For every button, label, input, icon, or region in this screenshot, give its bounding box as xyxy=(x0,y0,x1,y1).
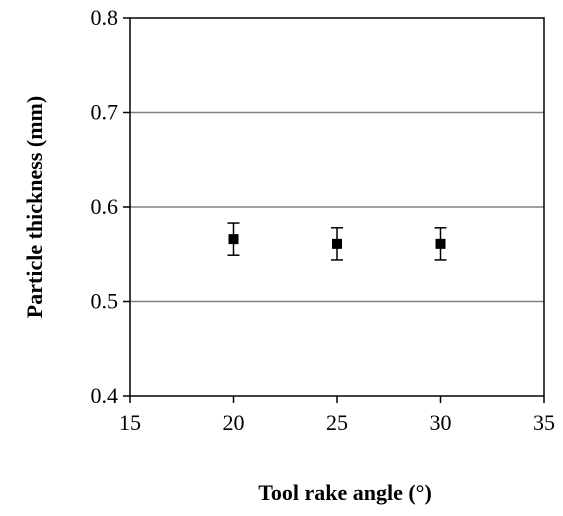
x-tick-label: 15 xyxy=(119,410,141,435)
grid-lines xyxy=(130,111,544,303)
x-tick-label: 30 xyxy=(430,410,452,435)
x-tick-label: 20 xyxy=(223,410,245,435)
y-tick-label: 0.4 xyxy=(91,383,119,408)
y-tick-label: 0.8 xyxy=(91,5,119,30)
y-axis: 0.4 0.5 0.6 0.7 0.8 xyxy=(91,5,130,408)
y-tick-label: 0.6 xyxy=(91,194,119,219)
data-point-marker xyxy=(228,234,239,245)
data-point-marker xyxy=(332,238,342,249)
x-tick-label: 25 xyxy=(326,410,348,435)
y-tick-label: 0.7 xyxy=(91,100,119,125)
y-axis-title: Particle thickness (mm) xyxy=(22,96,47,318)
data-point-marker xyxy=(435,238,446,249)
x-tick-label: 35 xyxy=(533,410,555,435)
x-axis: 15 20 25 30 35 xyxy=(119,396,555,435)
y-tick-label: 0.5 xyxy=(91,289,119,314)
x-axis-title: Tool rake angle (°) xyxy=(258,480,432,505)
data-series xyxy=(227,222,447,261)
